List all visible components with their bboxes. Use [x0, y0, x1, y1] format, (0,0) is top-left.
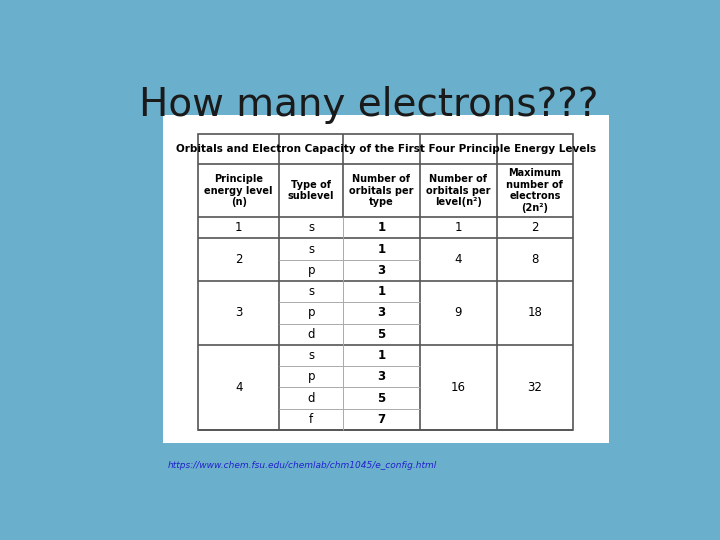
Text: 3: 3	[235, 307, 243, 320]
Text: 2: 2	[531, 221, 539, 234]
Text: s: s	[308, 221, 314, 234]
Text: 4: 4	[235, 381, 243, 394]
Text: 5: 5	[377, 328, 386, 341]
Text: 5: 5	[377, 392, 386, 404]
Text: Maximum
number of
electrons
(2n²): Maximum number of electrons (2n²)	[506, 168, 563, 213]
Text: 18: 18	[528, 307, 542, 320]
Text: d: d	[307, 392, 315, 404]
Text: 3: 3	[377, 307, 385, 320]
Text: Number of
orbitals per
level(n²): Number of orbitals per level(n²)	[426, 174, 490, 207]
Text: 1: 1	[454, 221, 462, 234]
Text: f: f	[309, 413, 313, 426]
Text: p: p	[307, 370, 315, 383]
Text: 1: 1	[377, 349, 385, 362]
Text: 1: 1	[377, 285, 385, 298]
Text: https://www.chem.fsu.edu/chemlab/chm1045/e_config.html: https://www.chem.fsu.edu/chemlab/chm1045…	[168, 461, 437, 470]
Text: 7: 7	[377, 413, 385, 426]
Text: 16: 16	[451, 381, 466, 394]
Text: p: p	[307, 264, 315, 277]
Text: 8: 8	[531, 253, 539, 266]
Text: 3: 3	[377, 370, 385, 383]
Text: s: s	[308, 349, 314, 362]
Text: Principle
energy level
(n): Principle energy level (n)	[204, 174, 273, 207]
Text: 1: 1	[377, 221, 385, 234]
Text: Number of
orbitals per
type: Number of orbitals per type	[349, 174, 414, 207]
Text: s: s	[308, 242, 314, 255]
Text: 2: 2	[235, 253, 243, 266]
Text: 3: 3	[377, 264, 385, 277]
Text: 9: 9	[454, 307, 462, 320]
Text: s: s	[308, 285, 314, 298]
Text: 4: 4	[454, 253, 462, 266]
Text: 1: 1	[235, 221, 243, 234]
Text: How many electrons???: How many electrons???	[139, 85, 599, 124]
Text: p: p	[307, 307, 315, 320]
Text: d: d	[307, 328, 315, 341]
Text: Orbitals and Electron Capacity of the First Four Principle Energy Levels: Orbitals and Electron Capacity of the Fi…	[176, 144, 596, 154]
Text: 1: 1	[377, 242, 385, 255]
Text: Type of
sublevel: Type of sublevel	[288, 180, 334, 201]
Text: 32: 32	[528, 381, 542, 394]
